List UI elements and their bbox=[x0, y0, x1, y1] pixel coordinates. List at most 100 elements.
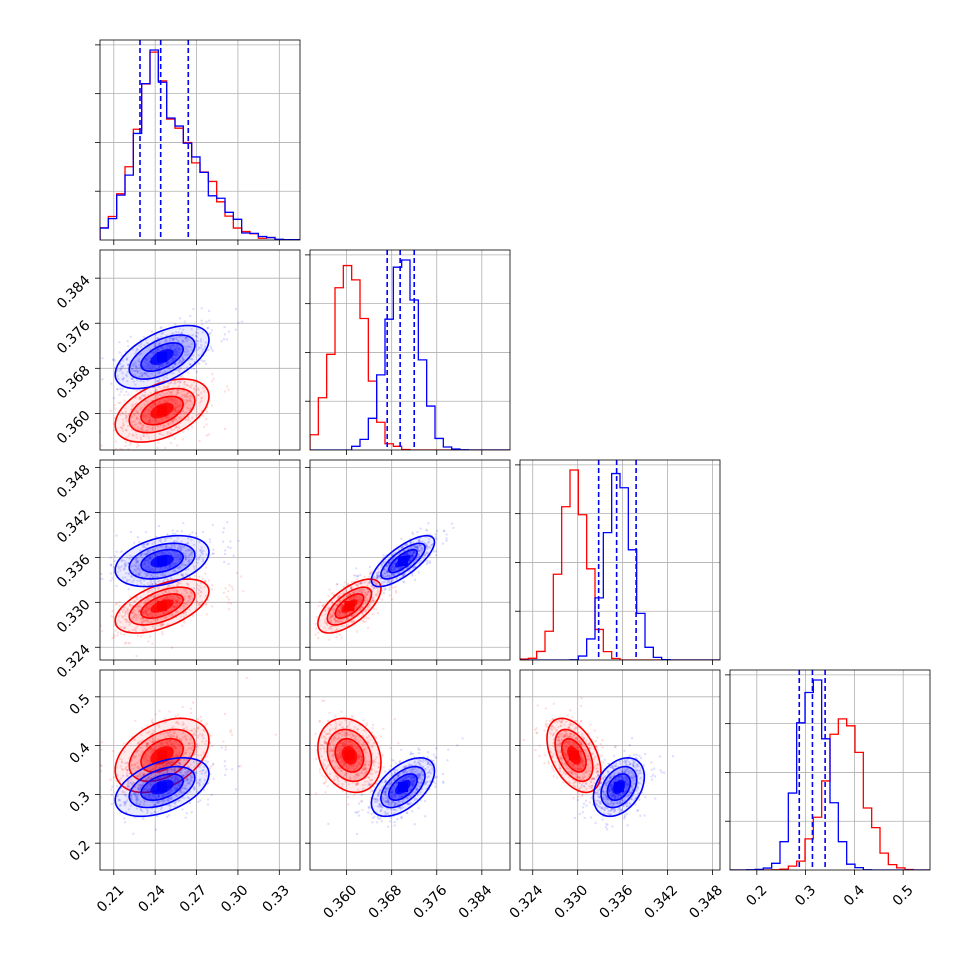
scatter-point bbox=[173, 564, 176, 567]
scatter-point bbox=[390, 569, 393, 572]
scatter-point bbox=[150, 373, 154, 376]
scatter-point bbox=[145, 573, 148, 577]
scatter-point bbox=[387, 574, 390, 577]
scatter-point bbox=[120, 767, 124, 770]
scatter-point bbox=[96, 572, 98, 574]
scatter-point bbox=[386, 581, 389, 584]
scatter-point bbox=[435, 537, 438, 541]
scatter-point bbox=[169, 740, 172, 744]
scatter-point bbox=[121, 610, 125, 613]
scatter-point bbox=[125, 390, 128, 394]
scatter-point bbox=[386, 574, 389, 577]
scatter-point bbox=[74, 355, 76, 357]
scatter-point bbox=[363, 575, 366, 579]
scatter-point bbox=[156, 336, 159, 340]
scatter-point bbox=[224, 745, 227, 749]
scatter-point bbox=[161, 632, 164, 636]
scatter-point bbox=[335, 628, 338, 631]
scatter-point bbox=[148, 364, 151, 367]
scatter-point bbox=[190, 400, 193, 404]
scatter-point bbox=[144, 606, 148, 609]
scatter-point bbox=[363, 590, 367, 594]
scatter-point bbox=[157, 539, 161, 542]
scatter-point bbox=[201, 331, 205, 334]
scatter-point bbox=[157, 441, 160, 444]
scatter-point bbox=[203, 585, 206, 588]
scatter-point bbox=[191, 746, 194, 749]
scatter-point bbox=[152, 580, 156, 583]
scatter-point bbox=[184, 557, 188, 560]
scatter-point bbox=[175, 350, 179, 353]
scatter-point bbox=[172, 735, 176, 738]
scatter-point bbox=[119, 625, 123, 629]
scatter-point bbox=[435, 554, 438, 557]
scatter-point bbox=[375, 583, 378, 586]
scatter-point bbox=[167, 799, 170, 803]
scatter-point bbox=[196, 743, 199, 746]
scatter-point bbox=[367, 590, 371, 593]
scatter-point bbox=[410, 557, 413, 561]
scatter-point bbox=[391, 568, 394, 571]
scatter-point bbox=[183, 395, 187, 398]
scatter-point bbox=[408, 559, 412, 563]
scatter-point bbox=[358, 599, 361, 603]
scatter-point bbox=[157, 723, 160, 727]
scatter-point bbox=[134, 360, 137, 364]
scatter-point bbox=[154, 712, 157, 716]
scatter-point bbox=[172, 348, 176, 351]
scatter-point bbox=[359, 582, 363, 585]
scatter-point bbox=[143, 755, 147, 759]
scatter-point bbox=[175, 601, 179, 605]
scatter-point bbox=[157, 772, 160, 775]
scatter-point bbox=[125, 572, 128, 575]
scatter-point bbox=[135, 798, 138, 802]
scatter-point bbox=[172, 422, 175, 425]
scatter-point bbox=[181, 339, 184, 343]
scatter-point bbox=[187, 597, 191, 600]
scatter-point bbox=[164, 762, 168, 766]
scatter-point bbox=[388, 594, 391, 597]
scatter-point bbox=[164, 574, 167, 577]
scatter-point bbox=[151, 404, 154, 408]
scatter-point bbox=[93, 405, 95, 407]
scatter-point bbox=[167, 398, 170, 402]
scatter-point bbox=[157, 342, 161, 346]
scatter-point bbox=[367, 617, 371, 620]
scatter-point bbox=[148, 566, 152, 569]
scatter-point bbox=[148, 602, 151, 606]
scatter-point bbox=[201, 740, 204, 743]
scatter-point bbox=[135, 558, 138, 561]
scatter-point bbox=[121, 616, 125, 619]
scatter-point bbox=[174, 381, 177, 385]
scatter-point bbox=[188, 548, 191, 552]
scatter-point bbox=[113, 359, 117, 362]
scatter-point bbox=[129, 335, 132, 338]
scatter-point bbox=[165, 400, 169, 403]
scatter-point bbox=[149, 784, 153, 787]
scatter-point bbox=[156, 395, 159, 399]
scatter-point bbox=[353, 594, 356, 598]
scatter-point bbox=[138, 605, 142, 608]
scatter-point bbox=[171, 561, 174, 565]
scatter-point bbox=[355, 595, 358, 598]
scatter-point bbox=[149, 747, 153, 750]
scatter-point bbox=[143, 561, 146, 564]
scatter-point bbox=[393, 572, 396, 576]
scatter-point bbox=[92, 643, 94, 645]
scatter-point bbox=[185, 366, 189, 369]
scatter-point bbox=[131, 377, 134, 381]
scatter-point bbox=[151, 625, 155, 628]
scatter-point bbox=[164, 545, 168, 548]
scatter-point bbox=[369, 601, 373, 604]
scatter-point bbox=[223, 325, 226, 329]
scatter-point bbox=[181, 574, 185, 578]
scatter-point bbox=[150, 740, 153, 744]
histogram-series-0 bbox=[100, 51, 300, 240]
scatter-point bbox=[141, 394, 144, 397]
scatter-point bbox=[346, 617, 350, 621]
scatter-point bbox=[148, 420, 152, 423]
scatter-point bbox=[139, 596, 143, 599]
scatter-point bbox=[135, 445, 139, 449]
scatter-point bbox=[133, 609, 136, 612]
scatter-point bbox=[330, 591, 334, 595]
